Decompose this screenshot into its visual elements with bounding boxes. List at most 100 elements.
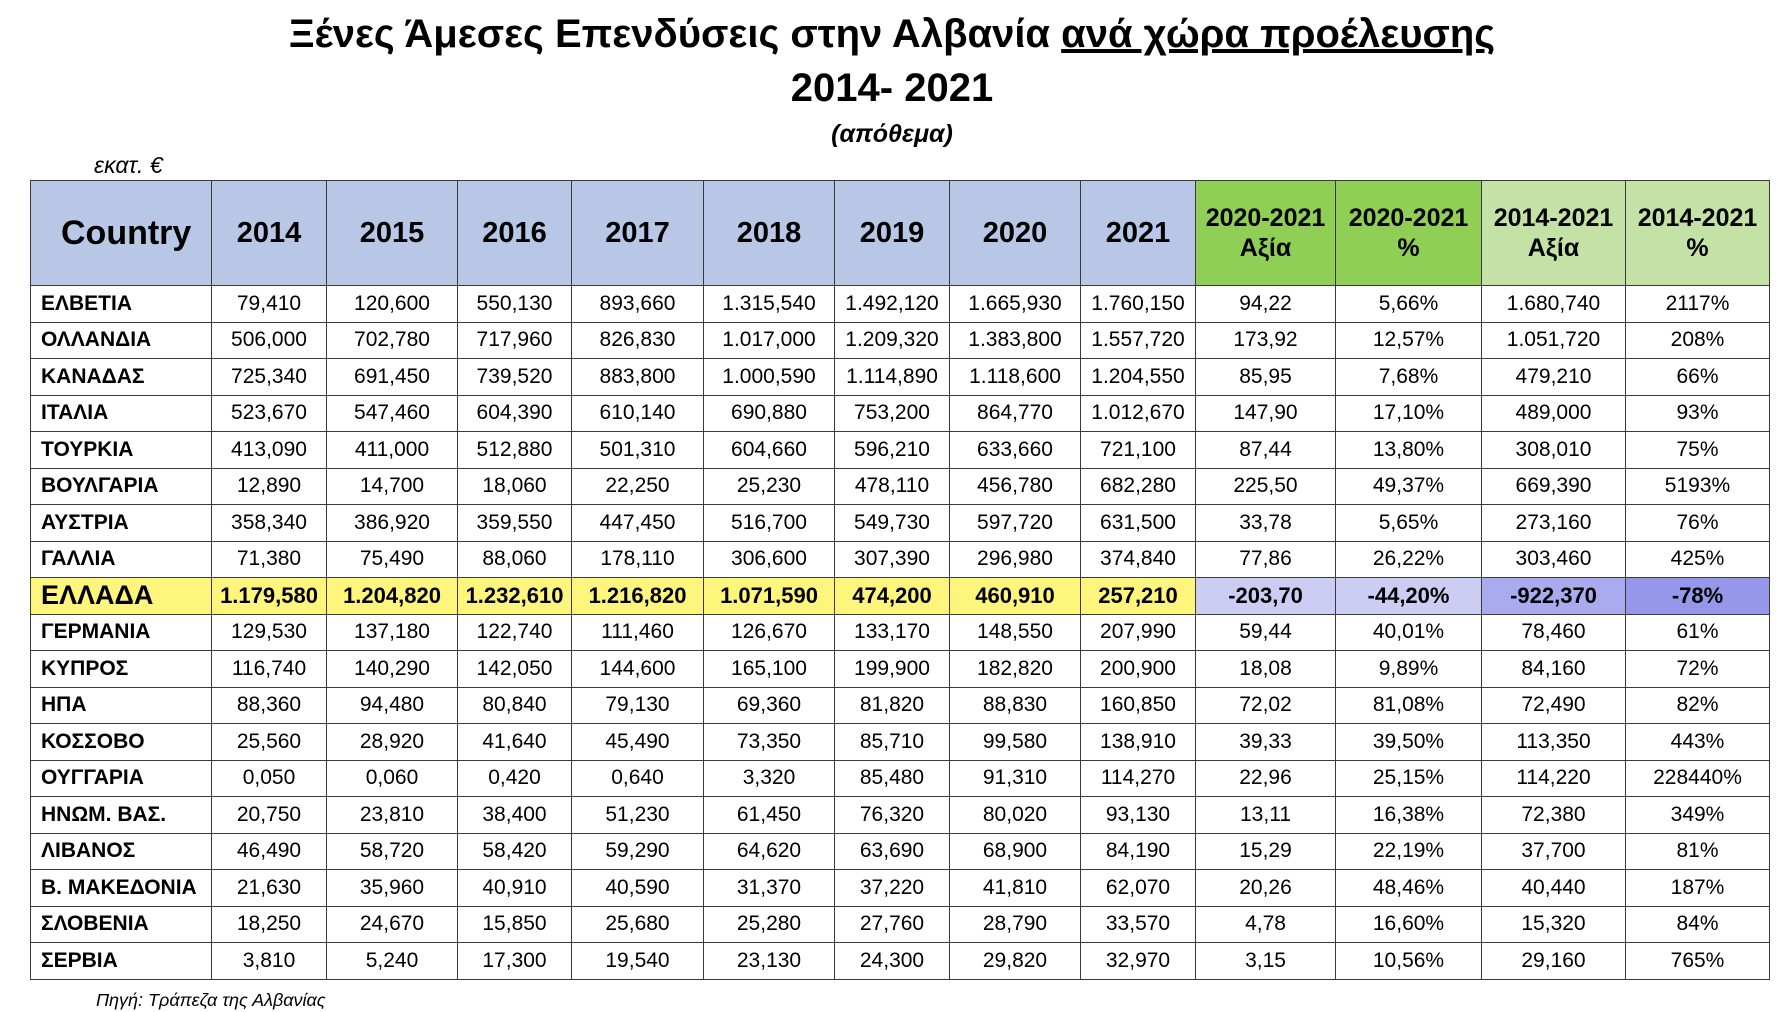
country-cell: ΑΥΣΤΡΙΑ (30, 504, 212, 542)
header-change: 2020-2021 Αξία (1195, 180, 1336, 286)
value-cell: 22,96 (1195, 759, 1336, 797)
value-cell: 12,890 (211, 467, 327, 505)
value-cell: 306,600 (703, 540, 835, 578)
value-cell: 80,020 (949, 796, 1081, 834)
value-cell: 79,130 (571, 686, 704, 724)
value-cell: 547,460 (326, 394, 458, 432)
table-row: ΗΝΩΜ. ΒΑΣ. 20,750 23,810 38,400 51,230 61,450… (30, 796, 1770, 834)
value-cell: 22,250 (571, 467, 704, 505)
value-cell: 37,220 (834, 869, 950, 907)
value-cell: 16,60% (1335, 905, 1482, 943)
header-year: 2014 (211, 180, 327, 286)
country-cell: ΚΑΝΑΔΑΣ (30, 358, 212, 396)
value-cell: 58,420 (457, 832, 572, 870)
table-row: ΤΟΥΡΚΙΑ 413,090 411,000 512,880 501,310 604,6… (30, 431, 1770, 469)
value-cell: 1.383,800 (949, 321, 1081, 359)
country-cell: ΓΑΛΛΙΑ (30, 540, 212, 578)
value-cell: 1.557,720 (1080, 321, 1196, 359)
value-cell: 144,600 (571, 650, 704, 688)
value-cell: 9,89% (1335, 650, 1482, 688)
header-change-period: 2014-2021 (1637, 204, 1758, 232)
value-cell: 1.051,720 (1481, 321, 1626, 359)
value-cell: 765% (1625, 942, 1770, 980)
value-cell: 64,620 (703, 832, 835, 870)
value-cell: 633,660 (949, 431, 1081, 469)
value-cell: 40,440 (1481, 869, 1626, 907)
value-cell: 18,250 (211, 905, 327, 943)
value-cell: -203,70 (1195, 577, 1336, 615)
value-cell: 225,50 (1195, 467, 1336, 505)
value-cell: 28,920 (326, 723, 458, 761)
value-cell: 523,670 (211, 394, 327, 432)
value-cell: 14,700 (326, 467, 458, 505)
value-cell: 1.232,610 (457, 577, 572, 615)
value-cell: 358,340 (211, 504, 327, 542)
value-cell: 81,08% (1335, 686, 1482, 724)
value-cell: 63,690 (834, 832, 950, 870)
country-cell: ΕΛΛΑΔΑ (30, 577, 212, 615)
value-cell: 604,390 (457, 394, 572, 432)
value-cell: 81% (1625, 832, 1770, 870)
value-cell: 41,810 (949, 869, 1081, 907)
value-cell: 126,670 (703, 613, 835, 651)
value-cell: 71,380 (211, 540, 327, 578)
value-cell: 32,970 (1080, 942, 1196, 980)
value-cell: 72,380 (1481, 796, 1626, 834)
value-cell: 23,810 (326, 796, 458, 834)
value-cell: 81,820 (834, 686, 950, 724)
value-cell: 1.204,550 (1080, 358, 1196, 396)
value-cell: 48,46% (1335, 869, 1482, 907)
value-cell: 721,100 (1080, 431, 1196, 469)
header-year: 2015 (326, 180, 458, 286)
table-row: ΣΕΡΒΙΑ 3,810 5,240 17,300 19,540 23,130 24,300… (30, 942, 1770, 980)
table-row: Β. ΜΑΚΕΔΟΝΙΑ 21,630 35,960 40,910 40,590 31,3… (30, 869, 1770, 907)
value-cell: 257,210 (1080, 577, 1196, 615)
value-cell: 7,68% (1335, 358, 1482, 396)
value-cell: 0,060 (326, 759, 458, 797)
value-cell: 40,910 (457, 869, 572, 907)
table-row: ΑΥΣΤΡΙΑ 358,340 386,920 359,550 447,450 516,7… (30, 504, 1770, 542)
value-cell: 864,770 (949, 394, 1081, 432)
value-cell: 460,910 (949, 577, 1081, 615)
value-cell: -922,370 (1481, 577, 1626, 615)
title-note: (απόθεμα) (831, 120, 953, 148)
value-cell: 35,960 (326, 869, 458, 907)
value-cell: 1.114,890 (834, 358, 950, 396)
value-cell: 3,15 (1195, 942, 1336, 980)
country-cell: ΕΛΒΕΤΙΑ (30, 285, 212, 323)
header-change-period: 2020-2021 (1205, 204, 1326, 232)
table-row: ΚΟΣΣΟΒΟ 25,560 28,920 41,640 45,490 73,350 85,… (30, 723, 1770, 761)
value-cell: 307,390 (834, 540, 950, 578)
value-cell: 1.492,120 (834, 285, 950, 323)
header-year: 2019 (834, 180, 950, 286)
value-cell: 85,95 (1195, 358, 1336, 396)
table-header-row: Country 2014 2015 2016 2017 2018 2019 2020 2021 2… (30, 180, 1770, 286)
value-cell: 76,320 (834, 796, 950, 834)
value-cell: 16,38% (1335, 796, 1482, 834)
country-cell: ΣΕΡΒΙΑ (30, 942, 212, 980)
header-year: 2017 (571, 180, 704, 286)
country-cell: ΣΛΟΒΕΝΙΑ (30, 905, 212, 943)
country-cell: ΚΟΣΣΟΒΟ (30, 723, 212, 761)
value-cell: 38,400 (457, 796, 572, 834)
value-cell: 59,290 (571, 832, 704, 870)
value-cell: 25,15% (1335, 759, 1482, 797)
country-cell: ΒΟΥΛΓΑΡΙΑ (30, 467, 212, 505)
value-cell: 23,130 (703, 942, 835, 980)
header-country: Country (30, 180, 212, 286)
value-cell: 25,230 (703, 467, 835, 505)
value-cell: -78% (1625, 577, 1770, 615)
value-cell: 0,050 (211, 759, 327, 797)
value-cell: 29,160 (1481, 942, 1626, 980)
value-cell: 826,830 (571, 321, 704, 359)
value-cell: 51,230 (571, 796, 704, 834)
value-cell: 178,110 (571, 540, 704, 578)
value-cell: 1.216,820 (571, 577, 704, 615)
value-cell: 631,500 (1080, 504, 1196, 542)
value-cell: 28,790 (949, 905, 1081, 943)
value-cell: 49,37% (1335, 467, 1482, 505)
value-cell: 84% (1625, 905, 1770, 943)
table-row: ΕΛΒΕΤΙΑ 79,410 120,600 550,130 893,660 1.315,… (30, 285, 1770, 323)
value-cell: 691,450 (326, 358, 458, 396)
value-cell: 46,490 (211, 832, 327, 870)
